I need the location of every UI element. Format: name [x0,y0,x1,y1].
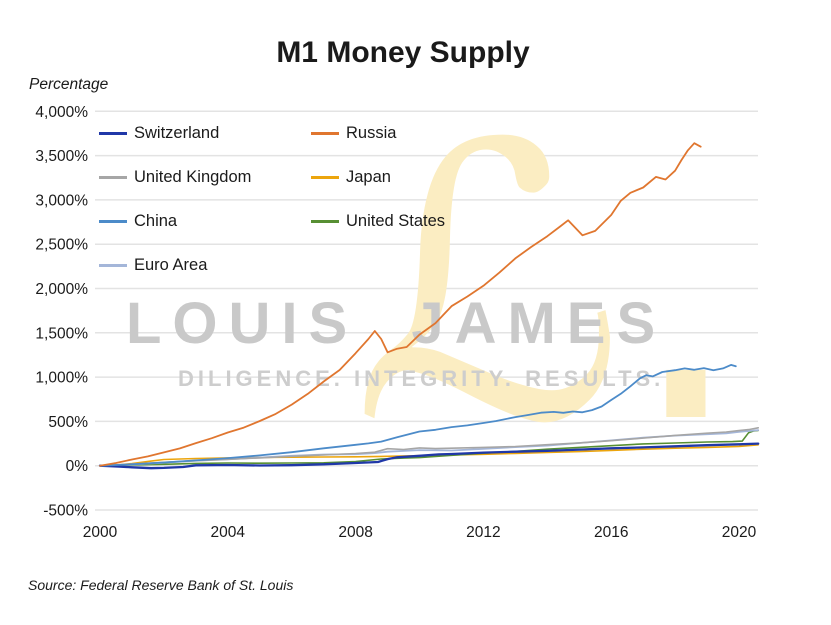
legend-label: Japan [346,167,391,186]
x-axis-tick-label: 2012 [466,524,500,541]
x-axis-tick-label: 2008 [338,524,372,541]
y-axis-tick-label: 4,000% [35,104,88,121]
series-line-china [99,363,737,467]
x-axis-tick-label: 2000 [83,524,118,541]
legend-line-swatch [99,219,127,223]
chart-legend: Switzerland Russia United Kingdom Japan Chin… [99,111,521,287]
legend-label: Euro Area [134,255,208,274]
legend-line-swatch [99,175,127,179]
chart-title: M1 Money Supply [276,36,530,69]
legend-item-japan: Japan [311,168,521,187]
legend-line-swatch [99,131,127,135]
y-axis-tick-label: 1,500% [35,325,88,342]
legend-label: United Kingdom [134,167,252,186]
source-note: Source: Federal Reserve Bank of St. Loui… [28,577,294,593]
y-axis-tick-label: 2,000% [35,281,88,298]
legend-label: Switzerland [134,123,220,142]
legend-item-russia: Russia [311,124,521,143]
legend-line-swatch [311,219,339,223]
legend-item-euro-area: Euro Area [99,256,311,275]
legend-item-china: China [99,212,311,231]
y-axis-tick-label: -500% [43,503,88,520]
legend-line-swatch [311,131,339,135]
series-line-russia [99,142,702,467]
y-axis-tick-label: 2,500% [35,237,88,254]
legend-line-swatch [311,175,339,179]
y-axis-tick-label: 0% [66,458,89,475]
legend-item-switzerland: Switzerland [99,124,311,143]
x-axis-tick-label: 2020 [722,524,757,541]
y-axis-unit-label: Percentage [29,76,109,93]
y-axis-tick-label: 3,500% [35,148,88,165]
y-axis-tick-label: 500% [48,414,88,431]
y-axis-tick-label: 1,000% [35,370,88,387]
legend-line-swatch [99,263,127,267]
x-axis-tick-label: 2016 [594,524,628,541]
series-line-switzerland [98,442,760,470]
legend-label: Russia [346,123,397,142]
series-line-united-kingdom [99,426,760,467]
x-axis-tick-label: 2004 [211,524,246,541]
legend-item-united-states: United States [311,212,521,231]
legend-label: China [134,211,178,230]
legend-label: United States [346,211,446,230]
legend-item-united-kingdom: United Kingdom [99,168,311,187]
y-axis-tick-label: 3,000% [35,192,88,209]
